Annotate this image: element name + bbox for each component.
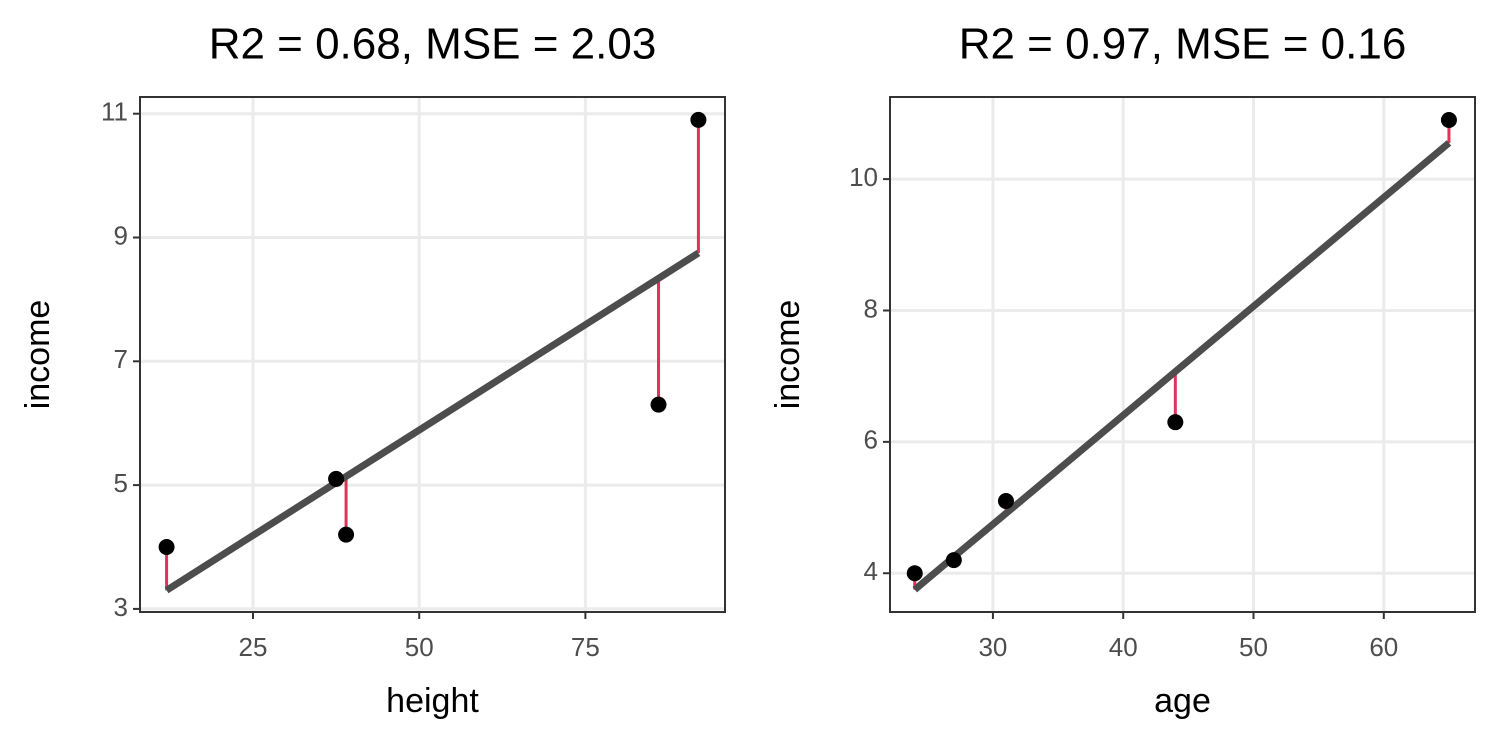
x-tick-label: 40 (1109, 632, 1138, 662)
point (906, 565, 923, 582)
x-tick-label: 30 (978, 632, 1007, 662)
y-tick-label: 7 (114, 344, 128, 374)
chart-title: R2 = 0.68, MSE = 2.03 (209, 20, 657, 69)
panel-border (889, 96, 1476, 613)
point (945, 552, 962, 569)
x-tick-label: 60 (1369, 632, 1398, 662)
x-tick-label: 75 (571, 632, 600, 662)
y-tick-label: 3 (114, 592, 128, 622)
chart-title: R2 = 0.97, MSE = 0.16 (959, 20, 1407, 69)
panel-border (139, 96, 726, 613)
point (1167, 414, 1184, 431)
point (650, 396, 667, 413)
x-tick-label: 50 (1239, 632, 1268, 662)
regression-line (164, 250, 701, 594)
y-tick-label: 9 (114, 220, 128, 250)
point (338, 526, 355, 543)
y-tick-label: 8 (864, 293, 878, 323)
y-tick-label: 11 (101, 97, 128, 127)
y-tick-label: 10 (849, 162, 878, 192)
y-tick-label: 4 (864, 556, 878, 586)
x-axis-label: age (1154, 682, 1211, 720)
point (158, 539, 175, 556)
point (328, 470, 345, 487)
x-tick-label: 50 (405, 632, 434, 662)
y-axis-label: income (19, 300, 57, 410)
point (997, 492, 1014, 509)
x-axis-label: height (386, 682, 479, 720)
y-tick-label: 6 (864, 425, 878, 455)
point (690, 111, 707, 128)
y-tick-label: 5 (114, 468, 128, 498)
regression-line (912, 140, 1452, 593)
y-axis-label: income (769, 300, 807, 410)
point (1440, 111, 1457, 128)
x-tick-label: 25 (239, 632, 268, 662)
